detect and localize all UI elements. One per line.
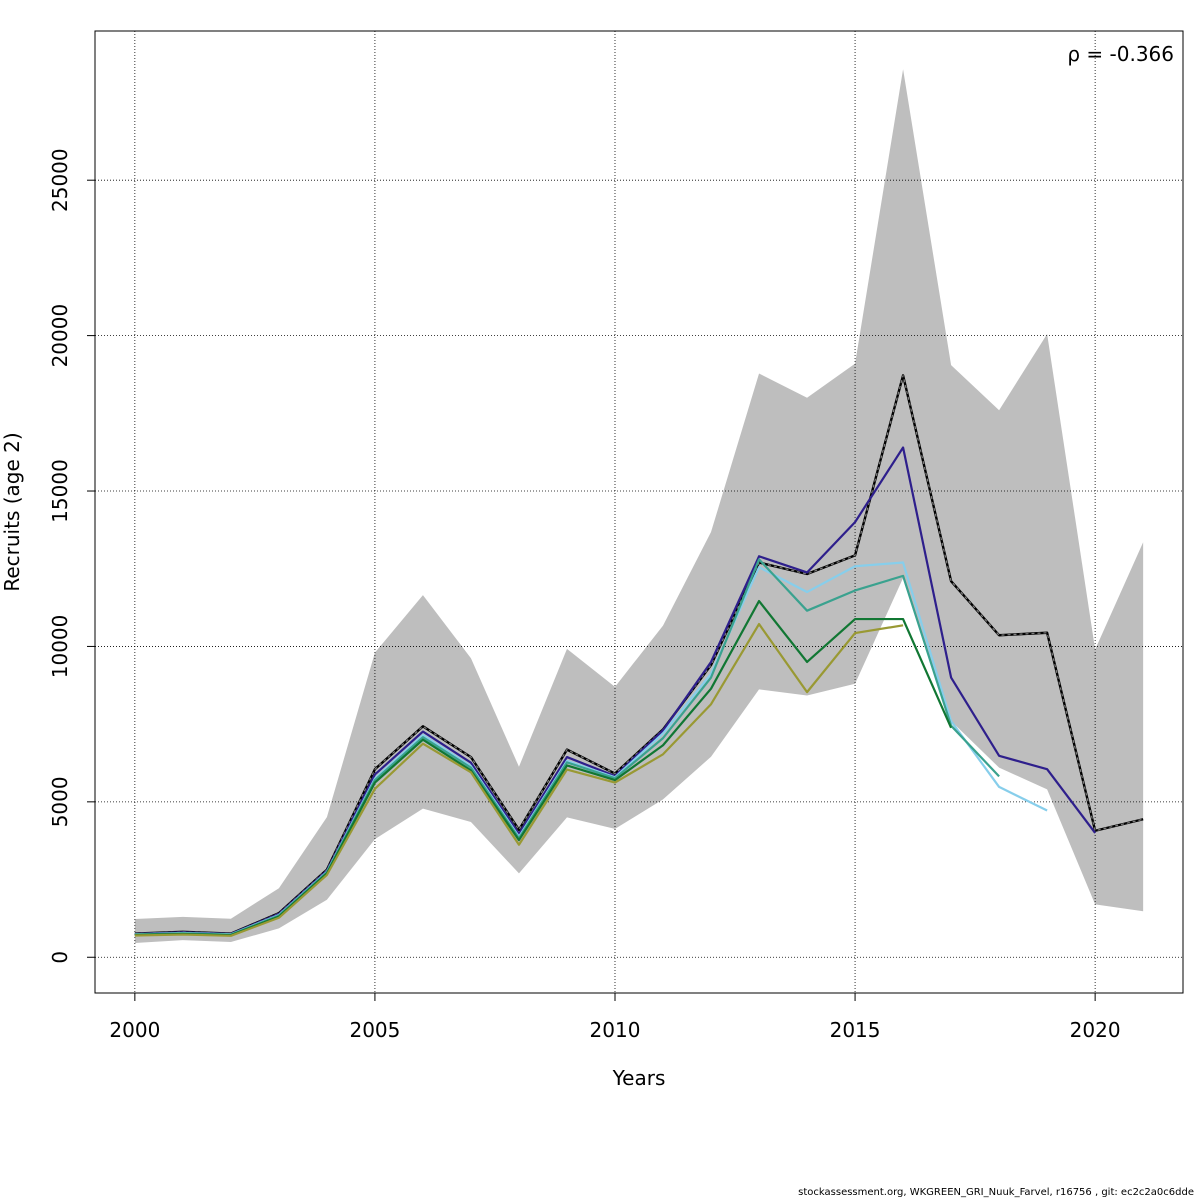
confidence-band-layer <box>134 69 1144 943</box>
x-tick-label: 2020 <box>1070 1018 1121 1042</box>
series-line-5 <box>134 622 904 937</box>
y-tick-label: 15000 <box>48 459 72 523</box>
y-tick-label: 5000 <box>48 776 72 827</box>
x-tick-label: 2015 <box>830 1018 881 1042</box>
y-axis: 0 5000 10000 15000 20000 25000 <box>48 148 95 964</box>
plot-frame <box>94 30 1184 994</box>
y-tick-label: 0 <box>48 951 72 964</box>
confidence-band <box>134 69 1144 943</box>
grid-layer <box>95 31 1183 993</box>
y-tick-label: 25000 <box>48 148 72 212</box>
y-tick-label: 10000 <box>48 615 72 679</box>
x-tick-label: 2005 <box>349 1018 400 1042</box>
x-axis-title: Years <box>612 1066 666 1090</box>
x-axis: 2000 2005 2010 2015 2020 <box>109 993 1121 1042</box>
y-tick-label: 20000 <box>48 304 72 368</box>
y-axis-title: Recruits (age 2) <box>0 432 24 591</box>
series-layer <box>134 374 1144 937</box>
footer-credit: stockassessment.org, WKGREEN_GRI_Nuuk_Fa… <box>798 1187 1194 1198</box>
rho-annotation: ρ = -0.366 <box>1067 42 1174 66</box>
x-tick-label: 2000 <box>109 1018 160 1042</box>
x-tick-label: 2010 <box>590 1018 641 1042</box>
